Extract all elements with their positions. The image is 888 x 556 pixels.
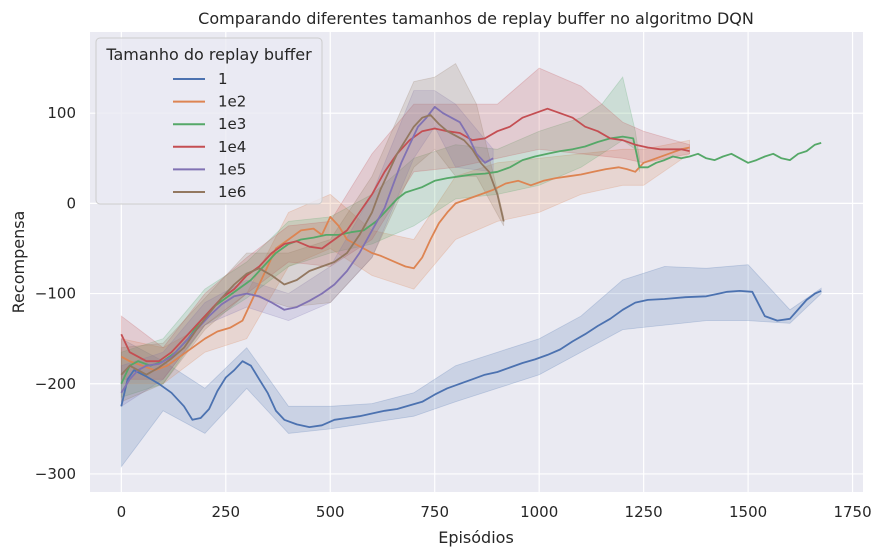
legend-label: 1e3	[218, 115, 246, 133]
legend-box	[95, 37, 323, 205]
x-tick-label: 1750	[833, 503, 871, 521]
band-1e2	[120, 139, 690, 385]
series-line-1e2	[120, 146, 690, 372]
x-axis-label: Episódios	[438, 528, 514, 547]
legend-label: 1	[218, 70, 228, 88]
y-tick-label: −100	[35, 285, 76, 303]
series-line-1e5	[120, 106, 494, 394]
x-tick-label: 1000	[520, 503, 558, 521]
legend-title: Tamanho do replay buffer	[105, 45, 312, 64]
legend-label: 1e4	[218, 138, 246, 156]
x-tick-label: 750	[420, 503, 449, 521]
legend-label: 1e5	[218, 160, 246, 178]
x-tick-label: 500	[316, 503, 345, 521]
legend: Tamanho do replay buffer 1 1e2 1e3 1e4 1e5 1e…	[95, 37, 323, 205]
grid-lines	[90, 32, 863, 492]
series-line-1e6	[120, 114, 505, 376]
y-tick-label: −300	[35, 465, 76, 483]
y-tick-labels: −300 −200 −100 0 100	[35, 104, 76, 483]
band-1e3	[120, 76, 640, 398]
legend-label: 1e2	[218, 93, 246, 111]
series-line-1	[120, 289, 822, 429]
y-axis-label: Recompensa	[9, 211, 28, 314]
legend-label: 1e6	[218, 183, 246, 201]
x-tick-label: 1500	[729, 503, 767, 521]
series-line-1e4	[120, 107, 690, 363]
x-tick-label: 250	[211, 503, 240, 521]
band-1	[120, 264, 822, 468]
band-1e4	[120, 67, 690, 380]
y-tick-label: 0	[66, 194, 76, 212]
legend-items: 1 1e2 1e3 1e4 1e5 1e6	[173, 70, 246, 201]
x-tick-labels: 0 250 500 750 1000 1250 1500 1750	[117, 503, 872, 521]
y-tick-label: −200	[35, 375, 76, 393]
x-tick-label: 0	[117, 503, 127, 521]
series-line-1e3	[120, 135, 822, 385]
x-tick-label: 1250	[625, 503, 663, 521]
chart-title: Comparando diferentes tamanhos de replay…	[198, 9, 754, 28]
y-tick-label: 100	[47, 104, 76, 122]
series-lines	[120, 106, 822, 429]
